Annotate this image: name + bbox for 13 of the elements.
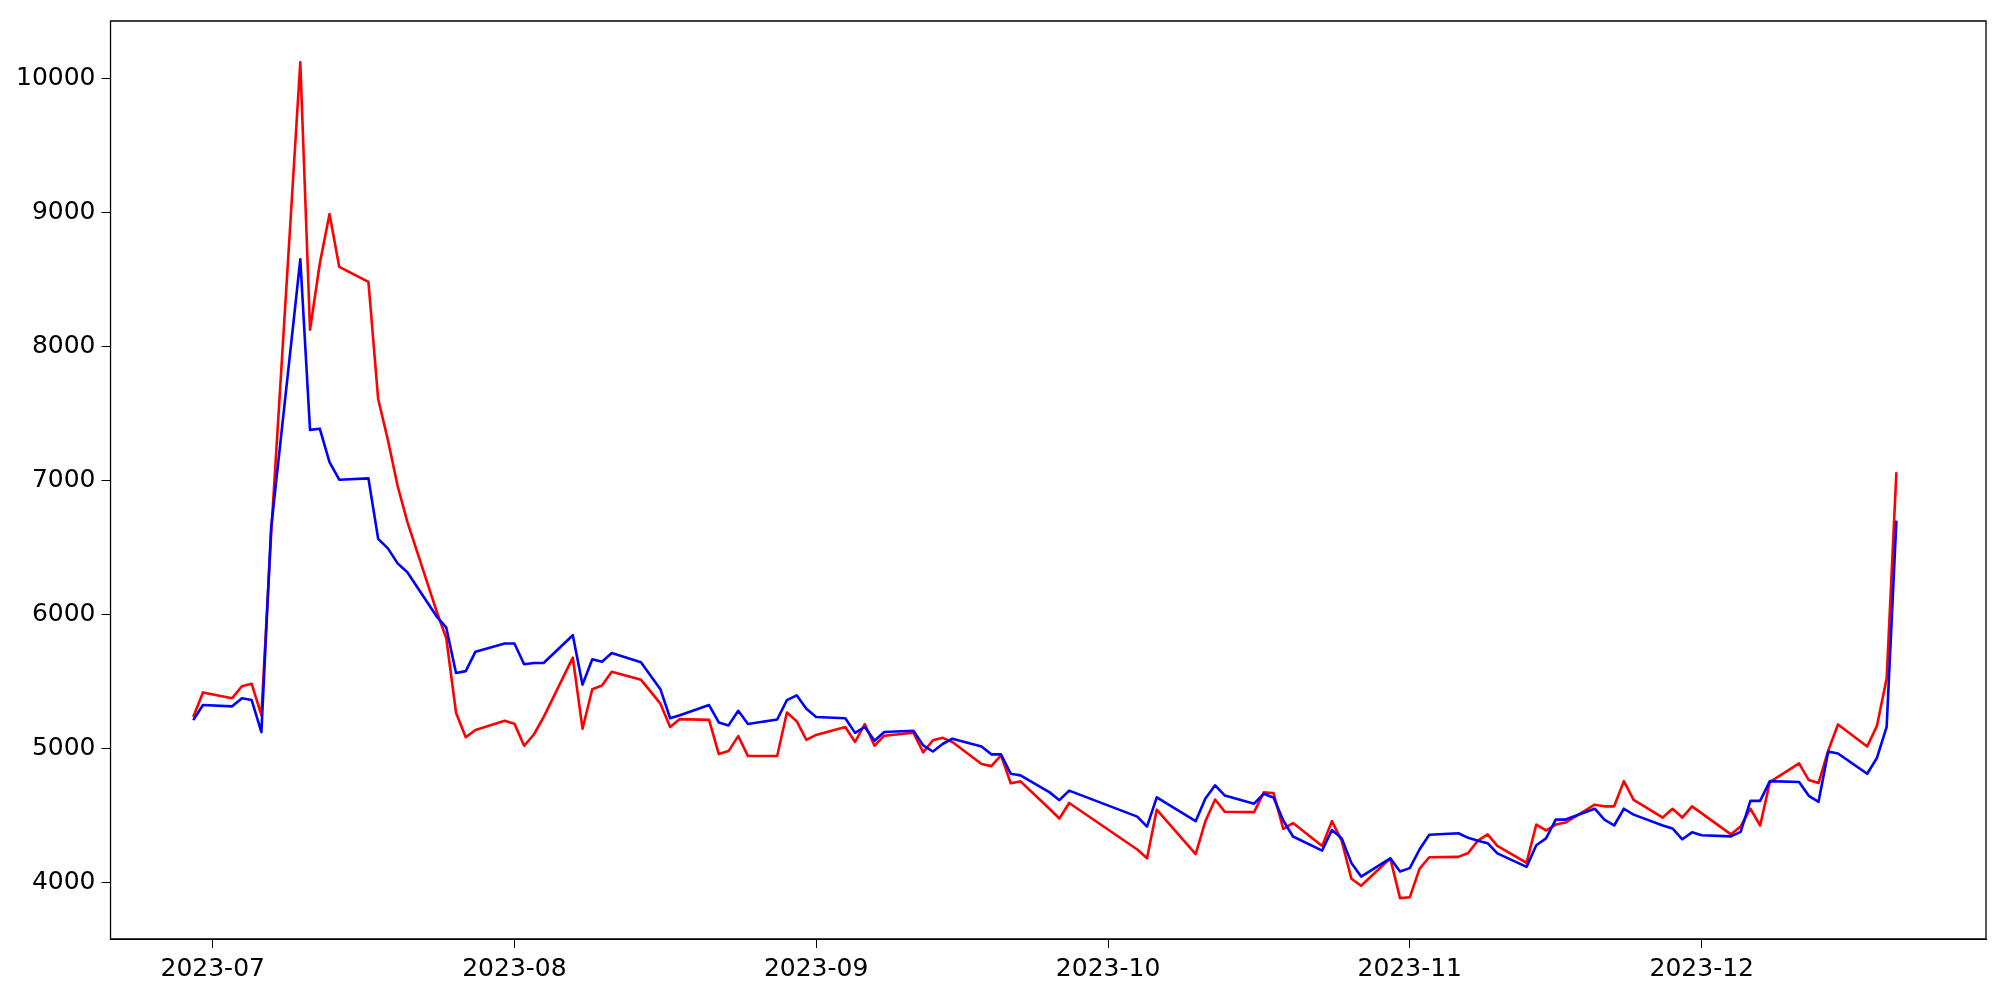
x-tick-label: 2023-08 — [462, 952, 567, 982]
y-tick-label: 10000 — [16, 62, 96, 92]
y-tick-label: 6000 — [31, 598, 96, 628]
y-tick-label: 5000 — [31, 732, 96, 762]
x-tick-label: 2023-07 — [160, 952, 265, 982]
x-tick-label: 2023-09 — [763, 952, 869, 982]
x-tick-label: 2023-11 — [1357, 952, 1463, 982]
x-tick-label: 2023-12 — [1649, 952, 1754, 982]
y-tick-label: 9000 — [31, 196, 96, 226]
y-tick-label: 7000 — [31, 464, 96, 494]
y-tick-label: 8000 — [31, 330, 96, 360]
x-tick-label: 2023-10 — [1055, 952, 1161, 982]
y-tick-label: 4000 — [31, 866, 96, 896]
